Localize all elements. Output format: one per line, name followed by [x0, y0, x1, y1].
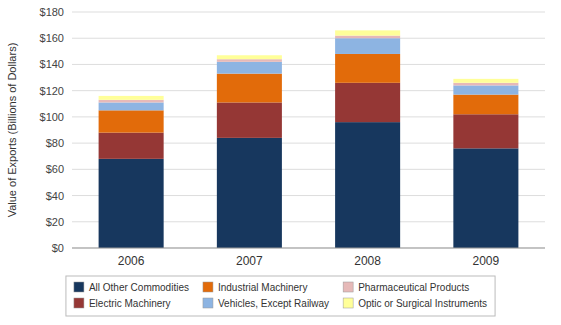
legend-frame: [66, 276, 495, 316]
y-tick-label: $160: [40, 32, 64, 44]
y-tick-label: $40: [46, 190, 64, 202]
legend-item: Industrial Machinery: [203, 282, 307, 293]
bar-segment: [335, 122, 400, 248]
grid-line: [72, 38, 545, 39]
legend-swatch: [74, 298, 84, 308]
bar-segment: [99, 100, 164, 103]
legend-label: Vehicles, Except Railway: [218, 298, 329, 309]
bar-segment: [99, 96, 164, 100]
bar-segment: [99, 102, 164, 110]
y-tick-label: $100: [40, 111, 64, 123]
legend-item: Vehicles, Except Railway: [203, 298, 329, 309]
x-tick-label: 2008: [354, 254, 381, 268]
y-tick-label: $140: [40, 58, 64, 70]
legend-swatch: [74, 282, 84, 292]
legend-label: Optic or Surgical Instruments: [358, 298, 487, 309]
y-tick-label: $20: [46, 216, 64, 228]
bar-segment: [99, 110, 164, 132]
y-tick-label: $60: [46, 163, 64, 175]
legend-label: All Other Commodities: [89, 282, 189, 293]
legend-label: Industrial Machinery: [218, 282, 307, 293]
bar-segment: [217, 55, 282, 59]
bar-segment: [99, 133, 164, 159]
bar-segment: [99, 159, 164, 248]
bar-segment: [453, 95, 518, 115]
y-tick-label: $120: [40, 85, 64, 97]
bar-segment: [217, 138, 282, 248]
chart: $0 $20 $40 $60 $80 $100 $120 $140 $160 $180 Value …: [0, 0, 561, 325]
bar-segment: [217, 62, 282, 74]
legend-label: Pharmaceutical Products: [358, 282, 469, 293]
legend-swatch: [203, 298, 213, 308]
bar-segment: [453, 114, 518, 148]
bar-segment: [453, 83, 518, 86]
bar-segment: [217, 102, 282, 137]
y-tick-label: $0: [52, 242, 64, 254]
x-tick-label: 2009: [473, 254, 500, 268]
grid-line: [72, 12, 545, 13]
bar-segment: [453, 79, 518, 83]
legend-swatch: [343, 298, 353, 308]
bar-segment: [335, 30, 400, 35]
x-tick-label: 2007: [236, 254, 263, 268]
grid-line: [72, 248, 545, 249]
bars: [99, 30, 519, 248]
bar-segment: [453, 148, 518, 248]
bar-segment: [335, 54, 400, 83]
x-tick-label: 2006: [118, 254, 145, 268]
y-tick-label: $180: [40, 6, 64, 18]
bar-segment: [453, 85, 518, 94]
y-tick-label: $80: [46, 137, 64, 149]
bar-segment: [335, 36, 400, 39]
legend-item: Pharmaceutical Products: [343, 282, 469, 293]
bar-segment: [217, 59, 282, 62]
legend-label: Electric Machinery: [89, 298, 171, 309]
y-axis-label: Value of Exports (Billions of Dollars): [6, 43, 18, 218]
legend: All Other Commodities Electric Machinery I…: [66, 276, 495, 316]
bar-segment: [335, 38, 400, 54]
bar-segment: [217, 74, 282, 103]
grid: [72, 12, 545, 248]
grid-line: [72, 64, 545, 65]
legend-item: Optic or Surgical Instruments: [343, 298, 487, 309]
bar-segment: [335, 83, 400, 122]
legend-item: Electric Machinery: [74, 298, 171, 309]
legend-swatch: [343, 282, 353, 292]
legend-item: All Other Commodities: [74, 282, 189, 293]
x-axis-line: [72, 248, 545, 249]
legend-swatch: [203, 282, 213, 292]
